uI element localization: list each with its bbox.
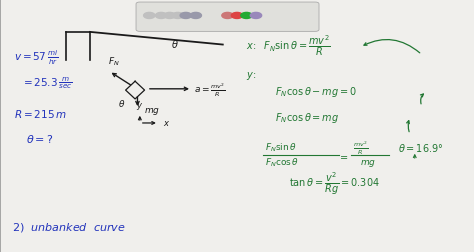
Text: $F_N \cos\theta = mg$: $F_N \cos\theta = mg$ [275,110,339,124]
Circle shape [180,13,191,19]
Text: $2)\ \ unbanked\ \ curve$: $2)\ \ unbanked\ \ curve$ [12,220,126,233]
Circle shape [222,13,233,19]
Text: $F_N$: $F_N$ [108,56,119,68]
Text: $\theta = 16.9°$: $\theta = 16.9°$ [398,141,444,153]
Text: $= 25.3\,\frac{m}{sec}$: $= 25.3\,\frac{m}{sec}$ [21,75,73,91]
Circle shape [172,13,183,19]
Text: $\theta$: $\theta$ [172,38,179,50]
Text: $\tan\theta = \dfrac{v^2}{Rg} = 0.304$: $\tan\theta = \dfrac{v^2}{Rg} = 0.304$ [289,169,380,196]
Text: $\frac{mv^2}{R}$: $\frac{mv^2}{R}$ [353,139,368,156]
Circle shape [190,13,201,19]
Text: $F_N \cos\theta$: $F_N \cos\theta$ [265,156,300,169]
Text: $\theta = ?$: $\theta = ?$ [26,133,54,145]
Circle shape [241,13,252,19]
Circle shape [164,13,175,19]
Text: $=$: $=$ [338,150,349,160]
Circle shape [231,13,243,19]
Text: $mg$: $mg$ [360,157,376,168]
Circle shape [144,13,155,19]
Text: $F_N \sin\theta$: $F_N \sin\theta$ [265,141,297,154]
Text: $y$: $y$ [136,101,144,111]
Text: $x$: $x$ [163,119,170,128]
Text: $R= 215\,m$: $R= 215\,m$ [14,107,67,119]
Text: $y\!:$: $y\!:$ [246,70,257,82]
Text: $\theta$: $\theta$ [118,98,126,109]
Text: $mg$: $mg$ [144,106,160,117]
FancyBboxPatch shape [136,3,319,32]
Text: $v= 57\,\frac{mi}{hr}$: $v= 57\,\frac{mi}{hr}$ [14,49,58,67]
Circle shape [155,13,167,19]
Text: $x\!:\ \ F_N \sin\theta = \dfrac{mv^2}{R}$: $x\!:\ \ F_N \sin\theta = \dfrac{mv^2}{R… [246,33,331,58]
Text: $F_N \cos\theta - mg = 0$: $F_N \cos\theta - mg = 0$ [275,85,357,99]
Text: $a = \frac{mv^2}{R}$: $a = \frac{mv^2}{R}$ [194,81,226,98]
Circle shape [250,13,262,19]
